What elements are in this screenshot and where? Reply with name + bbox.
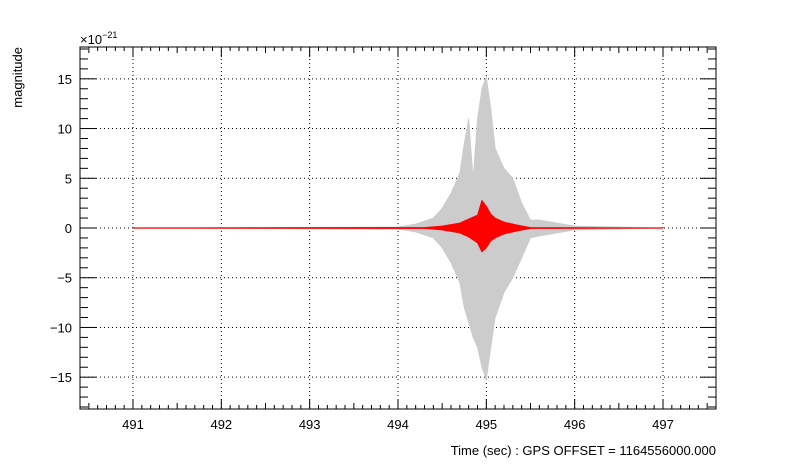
y-tick-label: 0: [65, 221, 72, 236]
x-tick-label: 495: [475, 417, 497, 432]
axis-ticks: [79, 47, 717, 409]
x-tick-label: 494: [387, 417, 409, 432]
y-tick-label: −15: [50, 370, 72, 385]
x-axis-title: Time (sec) : GPS OFFSET = 1164556000.000: [451, 443, 716, 458]
y-tick-label: −10: [50, 320, 72, 335]
y-tick-label: −5: [57, 271, 72, 286]
x-tick-label: 492: [210, 417, 232, 432]
exponent-base: ×10: [80, 32, 102, 47]
tick-labels: 491 492 493 494 495 496 497 −15 −10 −5 0 5 10 15: [50, 72, 674, 432]
y-axis-title: magnitude: [10, 47, 25, 108]
x-tick-label: 497: [652, 417, 674, 432]
data-series: [132, 76, 664, 381]
y-tick-label: 10: [58, 122, 72, 137]
exponent-power: −21: [102, 30, 117, 40]
y-exponent-label: ×10−21: [80, 30, 117, 47]
x-tick-label: 496: [564, 417, 586, 432]
y-tick-label: 15: [58, 72, 72, 87]
y-tick-label: 5: [65, 171, 72, 186]
x-tick-label: 491: [122, 417, 144, 432]
x-tick-label: 493: [299, 417, 321, 432]
